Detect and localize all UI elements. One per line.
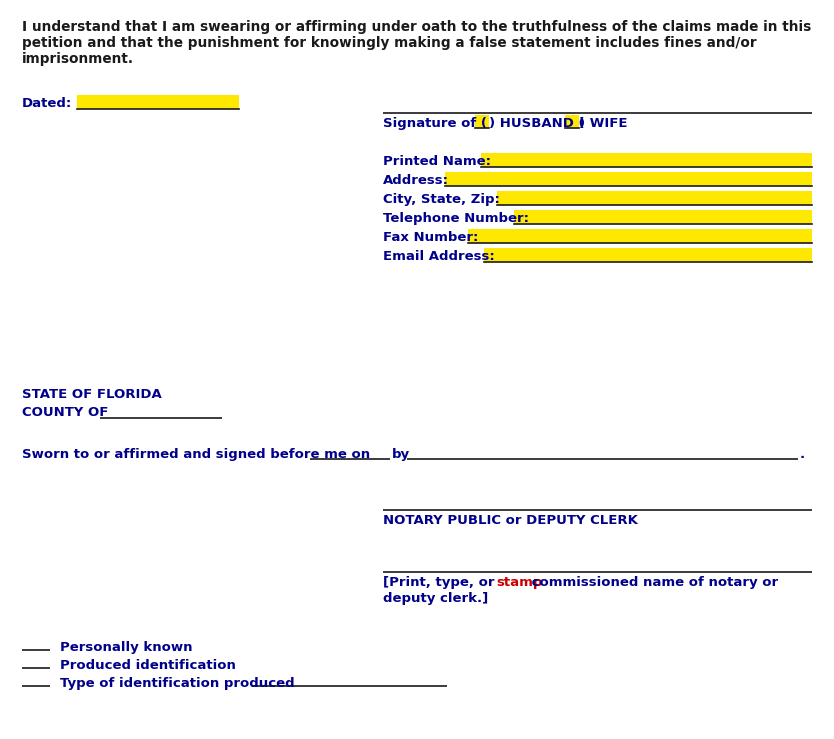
Text: NOTARY PUBLIC or DEPUTY CLERK: NOTARY PUBLIC or DEPUTY CLERK	[383, 514, 638, 527]
Text: imprisonment.: imprisonment.	[22, 52, 134, 66]
Text: Fax Number:: Fax Number:	[383, 231, 479, 244]
Text: .: .	[800, 448, 805, 461]
Text: STATE OF FLORIDA: STATE OF FLORIDA	[22, 388, 162, 401]
Bar	[484, 248, 812, 262]
Text: ) WIFE: ) WIFE	[579, 117, 627, 130]
Text: Telephone Number:: Telephone Number:	[383, 212, 529, 225]
Bar	[565, 115, 579, 128]
Text: Personally known: Personally known	[60, 641, 193, 654]
Text: commissioned name of notary or: commissioned name of notary or	[527, 576, 778, 589]
Text: stamp: stamp	[496, 576, 542, 589]
Bar	[481, 153, 812, 167]
Bar	[77, 95, 239, 109]
Text: Dated:: Dated:	[22, 97, 73, 110]
Text: Signature of (: Signature of (	[383, 117, 487, 130]
Text: Type of identification produced: Type of identification produced	[60, 677, 294, 690]
Text: Email Address:: Email Address:	[383, 250, 495, 263]
Text: Printed Name:: Printed Name:	[383, 155, 491, 168]
Bar	[475, 115, 489, 128]
Text: [Print, type, or: [Print, type, or	[383, 576, 499, 589]
Text: ) HUSBAND (: ) HUSBAND (	[489, 117, 585, 130]
Text: deputy clerk.]: deputy clerk.]	[383, 592, 488, 605]
Text: petition and that the punishment for knowingly making a false statement includes: petition and that the punishment for kno…	[22, 36, 756, 50]
Text: by: by	[392, 448, 410, 461]
Text: Sworn to or affirmed and signed before me on: Sworn to or affirmed and signed before m…	[22, 448, 370, 461]
Text: COUNTY OF: COUNTY OF	[22, 406, 108, 419]
Text: I understand that I am swearing or affirming under oath to the truthfulness of t: I understand that I am swearing or affir…	[22, 20, 811, 34]
Text: City, State, Zip:: City, State, Zip:	[383, 193, 500, 206]
Text: Produced identification: Produced identification	[60, 659, 236, 672]
Bar	[445, 172, 812, 186]
Bar	[497, 191, 812, 205]
Bar	[514, 210, 812, 224]
Bar	[468, 229, 812, 243]
Text: Address:: Address:	[383, 174, 449, 187]
